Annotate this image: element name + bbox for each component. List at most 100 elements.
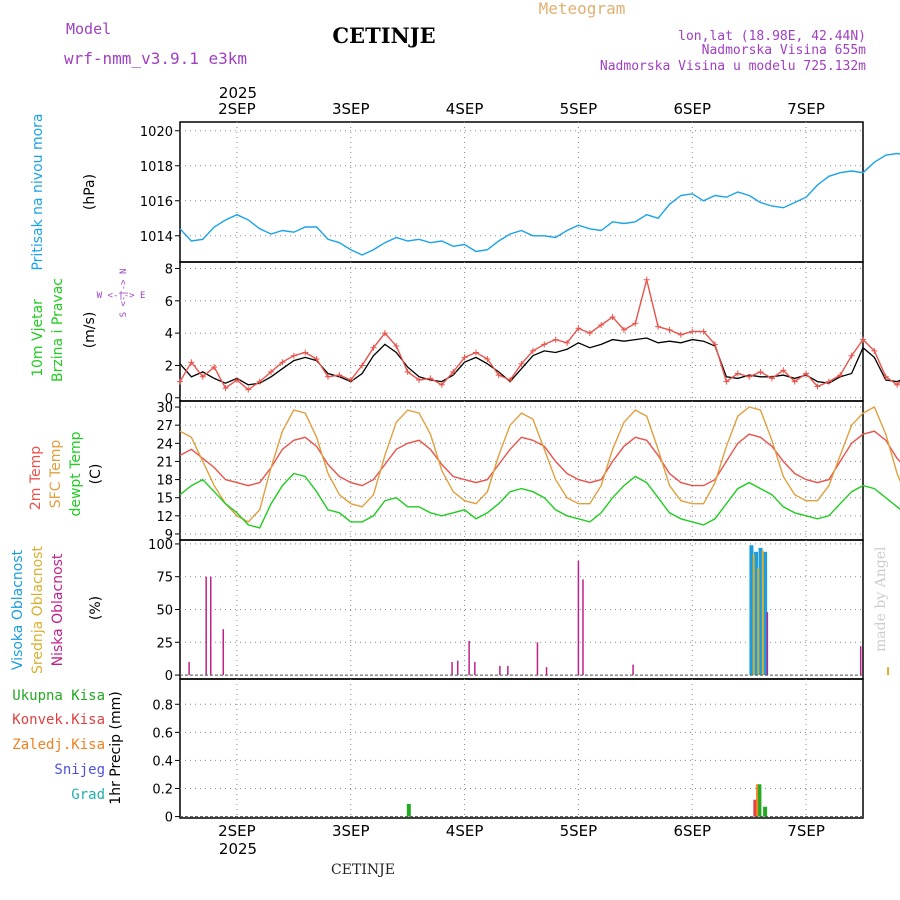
clouds-bar-niska-oblacnost — [536, 642, 539, 676]
wind-gust-point — [199, 373, 206, 380]
wind-gust-point — [450, 368, 457, 375]
wind-gust-point — [472, 349, 479, 356]
precip-tick-label: 0.2 — [152, 783, 173, 798]
wind-gust-point — [894, 381, 900, 388]
wind-gust-point — [803, 370, 810, 377]
precip-bar-ukupna-kisa — [757, 784, 762, 817]
pressure-tick-label: 1016 — [140, 195, 173, 210]
day-label-bottom: 4SEP — [446, 822, 484, 840]
grid-layer — [180, 122, 863, 818]
clouds-bar-srednja-oblacnost — [757, 567, 760, 676]
wind-series-gust — [179, 279, 900, 391]
temperature-tick-label: 12 — [156, 510, 173, 525]
clouds-bar-niska-oblacnost — [545, 667, 548, 676]
wind-gust-point — [324, 373, 331, 380]
pressure-tick-label: 1020 — [140, 125, 173, 140]
wind-gust-point — [860, 336, 866, 343]
clouds-bar-srednja-oblacnost — [761, 550, 764, 676]
day-label-top: 6SEP — [673, 100, 711, 118]
clouds-bar-visoka-oblacnost — [749, 545, 754, 676]
clouds-bar-niska-oblacnost — [209, 576, 212, 676]
wind-gust-point — [586, 330, 593, 337]
temp-title-3: dewpt Temp — [68, 431, 84, 516]
model-name: wrf-nmm_v3.9.1 e3km — [64, 49, 247, 68]
wind-gust-point — [290, 352, 297, 359]
clouds-tick-label: 100 — [148, 538, 173, 553]
wind-gust-point — [848, 352, 855, 359]
wind-gust-point — [609, 313, 616, 320]
wind-gust-point — [222, 385, 229, 392]
wind-gust-point — [336, 372, 343, 379]
wind-gust-point — [495, 372, 502, 379]
wind-gust-point — [279, 359, 286, 366]
wind-gust-point — [177, 378, 183, 385]
clouds-bar-niska-oblacnost — [205, 576, 207, 676]
altitude-label: Nadmorska Visina 655m — [702, 43, 867, 58]
precip-bar-zaledj-kisa — [756, 784, 759, 817]
temperature-series-2m-temp — [179, 430, 900, 487]
clouds-bar-visoka-oblacnost — [758, 547, 763, 676]
wind-gust-point — [529, 347, 536, 354]
wind-tick-label: 8 — [165, 262, 173, 277]
day-label-bottom: 3SEP — [332, 822, 370, 840]
wind-gust-point — [655, 323, 662, 330]
wind-title-2: Brzina i Pravac — [50, 278, 66, 382]
clouds-bar-niska-oblacnost — [582, 579, 584, 676]
credit-label: made by Angel — [873, 546, 889, 652]
wind-gust-point — [188, 359, 195, 366]
wind-gust-point — [598, 322, 605, 329]
marks-layer — [177, 152, 900, 818]
wind-panel — [179, 261, 864, 402]
temperature-tick-label: 18 — [156, 474, 173, 489]
day-label-bottom: 6SEP — [673, 822, 711, 840]
wind-gust-point — [347, 376, 354, 383]
wind-gust-point — [666, 326, 673, 333]
clouds-bar-niska-oblacnost — [457, 660, 459, 676]
temperature-series-sfc-temp — [179, 406, 900, 523]
temp-title-2: SFC Temp — [48, 440, 64, 509]
legend-ukupna: Ukupna Kisa — [12, 688, 105, 704]
day-label-top: 5SEP — [560, 100, 598, 118]
clouds-bar-visoka-oblacnost — [763, 551, 768, 676]
temperature-tick-label: 27 — [156, 419, 173, 434]
wind-gust-point — [256, 378, 263, 385]
day-label-bottom: 7SEP — [787, 822, 825, 840]
clouds-bar-visoka-oblacnost — [753, 551, 758, 676]
pressure-panel — [179, 121, 864, 263]
wind-gust-point — [871, 347, 878, 354]
wind-gust-point — [313, 355, 320, 362]
pressure-unit: (hPa) — [82, 174, 98, 210]
pressure-title: Pritisak na nivou mora — [30, 113, 46, 270]
wind-gust-point — [438, 381, 445, 388]
pressure-tick-label: 1014 — [140, 230, 173, 245]
wind-gust-point — [768, 375, 775, 382]
wind-gust-point — [404, 368, 411, 375]
precip-tick-label: 0 — [165, 811, 173, 826]
legend-snijeg: Snijeg — [54, 762, 105, 778]
wind-gust-point — [677, 331, 684, 338]
temperature-panel — [179, 400, 864, 541]
wind-compass-vertical: S <-|-> N — [119, 269, 129, 318]
clouds-bar-niska-oblacnost — [222, 629, 225, 676]
wind-gust-point — [518, 360, 525, 367]
wind-gust-point — [268, 368, 275, 375]
precip-bar-ukupna-kisa — [406, 803, 411, 817]
precip-bar-ukupna-kisa — [763, 806, 768, 817]
footer-label: CETINJE — [331, 862, 395, 878]
model-altitude-label: Nadmorska Visina u modelu 725.132m — [600, 59, 866, 74]
wind-tick-label: 2 — [165, 359, 173, 374]
wind-gust-point — [359, 362, 366, 369]
clouds-bar-niska-oblacnost — [474, 661, 476, 676]
clouds-tick-label: 75 — [156, 571, 173, 586]
legend-zaledj: Zaledj.Kisa — [12, 737, 105, 753]
precip-tick-label: 0.4 — [152, 754, 173, 769]
clouds-bar-niska-oblacnost — [468, 640, 470, 676]
precip-tick-label: 0.6 — [152, 726, 173, 741]
wind-gust-point — [825, 378, 832, 385]
wind-gust-point — [552, 336, 559, 343]
pressure-series-pritisak-na-nivou-mora — [179, 152, 900, 256]
wind-series-speed — [179, 337, 900, 386]
page-title: CETINJE — [332, 23, 435, 48]
precip-panel — [179, 678, 864, 819]
wind-gust-point — [575, 325, 582, 332]
